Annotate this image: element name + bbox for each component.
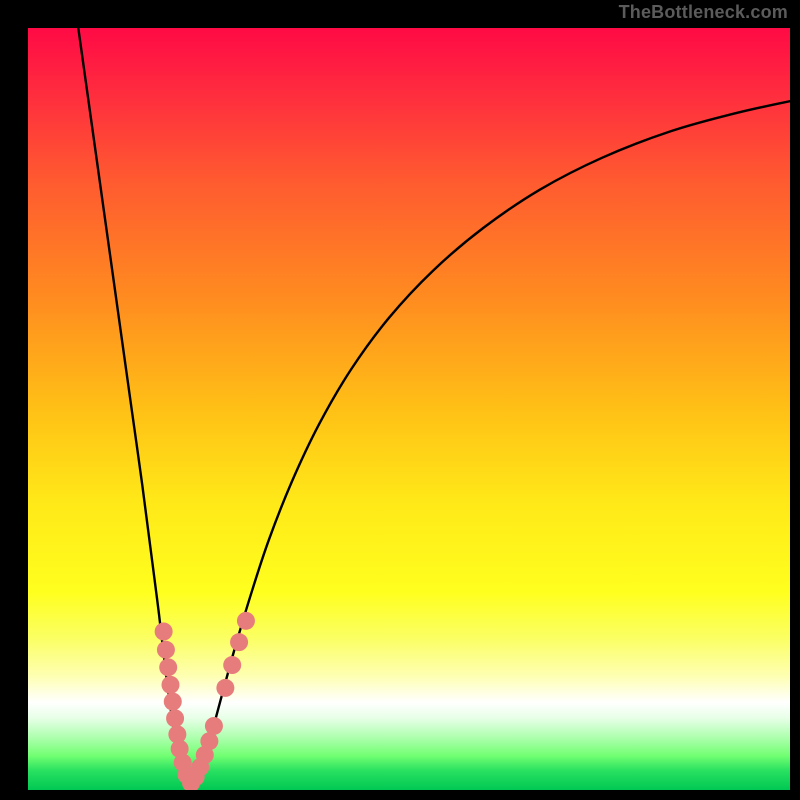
marker-dot [166, 709, 184, 727]
marker-dot [237, 612, 255, 630]
marker-dot [155, 623, 173, 641]
marker-dot [161, 676, 179, 694]
marker-dot [230, 633, 248, 651]
marker-dot [159, 658, 177, 676]
plot-area [28, 28, 790, 790]
marker-dot [200, 732, 218, 750]
marker-dot [164, 693, 182, 711]
marker-dot [216, 679, 234, 697]
watermark-text: TheBottleneck.com [619, 2, 788, 23]
marker-dot [223, 656, 241, 674]
marker-dot [205, 717, 223, 735]
marker-dot [157, 641, 175, 659]
gradient-background [28, 28, 790, 790]
chart-svg [28, 28, 790, 790]
bottleneck-chart: TheBottleneck.com [0, 0, 800, 800]
